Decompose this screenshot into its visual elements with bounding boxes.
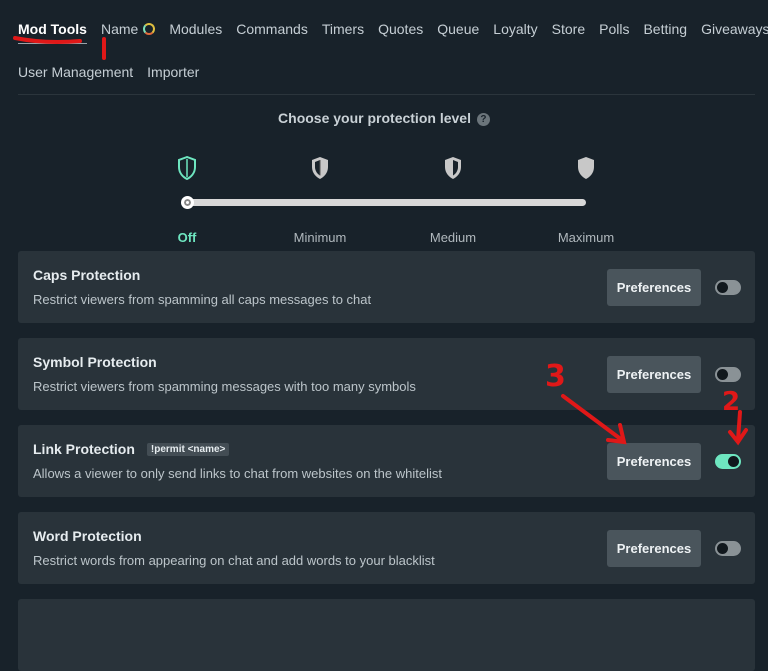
tab-loyalty[interactable]: Loyalty <box>493 21 538 37</box>
preferences-button[interactable]: Preferences <box>607 443 701 480</box>
tab-quotes[interactable]: Quotes <box>378 21 424 37</box>
card-title: Caps Protection <box>33 267 141 283</box>
level-label: Minimum <box>293 230 347 245</box>
divider <box>18 94 755 95</box>
level-off[interactable]: Off <box>147 155 227 245</box>
permit-command-badge: !permit <name> <box>146 443 230 456</box>
tab-user-management[interactable]: User Management <box>18 64 134 80</box>
tab-betting[interactable]: Betting <box>643 21 688 37</box>
level-medium[interactable]: Medium <box>413 156 493 245</box>
shield-outline-icon <box>178 155 196 181</box>
link-protection-card: Link Protection !permit <name> Allows a v… <box>18 425 755 497</box>
title-text: Choose your protection level <box>278 110 471 126</box>
card-title: Word Protection <box>33 528 142 544</box>
card-description: Restrict viewers from spamming all caps … <box>33 292 372 307</box>
enable-toggle[interactable] <box>715 367 741 382</box>
level-maximum[interactable]: Maximum <box>546 156 626 245</box>
tab-name[interactable]: Name <box>100 21 156 44</box>
card-description: Allows a viewer to only send links to ch… <box>33 466 442 481</box>
card-title-text: Link Protection <box>33 441 135 457</box>
shield-quarter-icon <box>312 157 328 179</box>
tab-timers[interactable]: Timers <box>321 21 365 37</box>
enable-toggle[interactable] <box>715 454 741 469</box>
tab-polls[interactable]: Polls <box>599 21 630 37</box>
enable-toggle[interactable] <box>715 541 741 556</box>
tab-mod-tools[interactable]: Mod Tools <box>18 21 87 44</box>
tab-modules[interactable]: Modules <box>169 21 223 37</box>
tab-store[interactable]: Store <box>551 21 586 37</box>
protection-slider-thumb[interactable] <box>181 196 194 209</box>
card-description: Restrict words from appearing on chat an… <box>33 553 435 568</box>
tab-giveaways[interactable]: Giveaways <box>701 21 768 37</box>
level-minimum[interactable]: Minimum <box>280 156 360 245</box>
enable-toggle[interactable] <box>715 280 741 295</box>
level-label: Maximum <box>557 230 615 245</box>
tab-queue[interactable]: Queue <box>437 21 480 37</box>
tab-importer[interactable]: Importer <box>147 64 200 80</box>
loading-spinner-icon <box>143 23 156 35</box>
tab-name-label: Name <box>100 21 139 37</box>
shield-full-icon <box>578 157 594 179</box>
main-nav-row2: User Management Importer <box>18 64 199 80</box>
caps-protection-card: Caps Protection Restrict viewers from sp… <box>18 251 755 323</box>
preferences-button[interactable]: Preferences <box>607 530 701 567</box>
card-title: Symbol Protection <box>33 354 157 370</box>
shield-half-icon <box>445 157 461 179</box>
symbol-protection-card: Symbol Protection Restrict viewers from … <box>18 338 755 410</box>
preferences-button[interactable]: Preferences <box>607 356 701 393</box>
preferences-button[interactable]: Preferences <box>607 269 701 306</box>
card-description: Restrict viewers from spamming messages … <box>33 379 416 394</box>
card-title: Link Protection !permit <name> <box>33 441 230 457</box>
main-nav: Mod Tools Name Modules Commands Timers Q… <box>18 21 768 44</box>
help-icon[interactable]: ? <box>476 113 490 126</box>
protection-level-title: Choose your protection level? <box>0 110 768 126</box>
level-label: Medium <box>429 230 477 245</box>
next-protection-card <box>18 599 755 671</box>
word-protection-card: Word Protection Restrict words from appe… <box>18 512 755 584</box>
tab-commands[interactable]: Commands <box>236 21 308 37</box>
level-label: Off <box>177 230 197 245</box>
protection-slider-track[interactable] <box>187 199 586 206</box>
